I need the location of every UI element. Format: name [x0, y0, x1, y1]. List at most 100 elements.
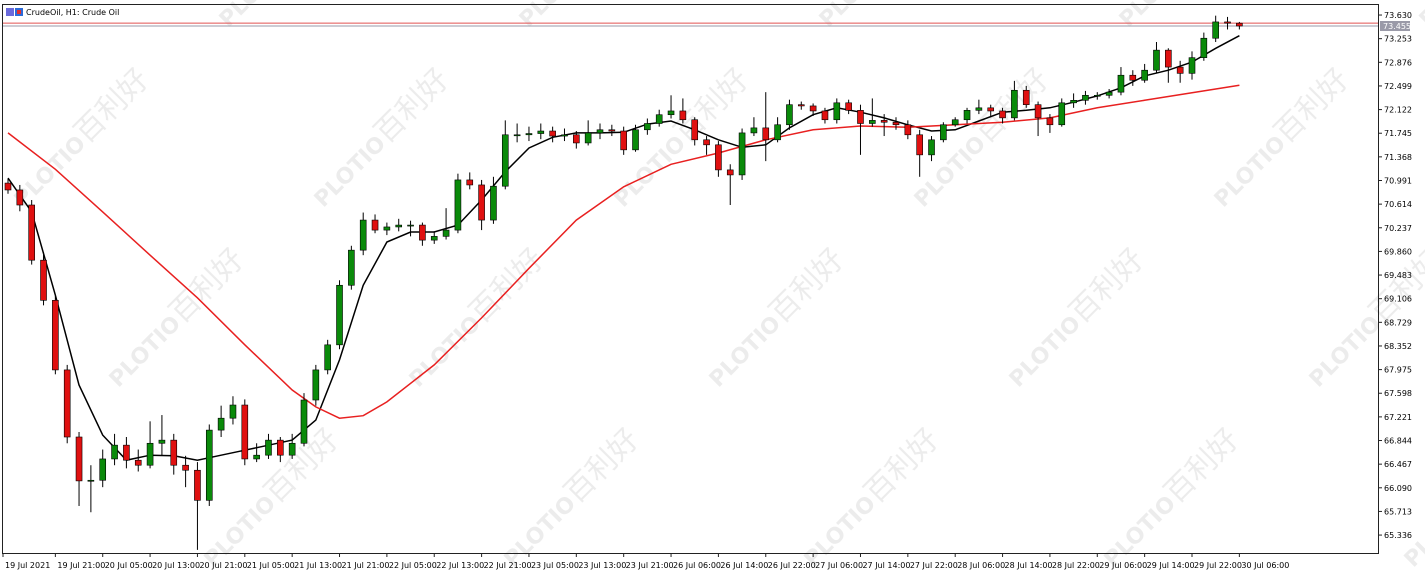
y-tick-label: 71.368	[1384, 153, 1412, 162]
candle-body	[383, 226, 391, 231]
candle-body	[1046, 117, 1054, 126]
chart-title: CrudeOil, H1: Crude Oil	[26, 8, 119, 17]
candle-body	[644, 123, 651, 131]
x-tick-label: 27 Jul 22:00	[910, 561, 958, 570]
candle-body	[490, 185, 497, 221]
candle-body	[1034, 104, 1042, 119]
x-tick-label: 21 Jul 21:00	[342, 561, 390, 570]
candle-body	[123, 444, 130, 461]
candle-body	[111, 444, 118, 460]
candle-body	[1236, 22, 1243, 27]
candle-body	[691, 119, 699, 141]
x-tick-label: 22 Jul 05:00	[389, 561, 437, 570]
candle-body	[430, 236, 438, 241]
candle-body	[395, 224, 403, 228]
candle-body	[774, 124, 781, 141]
candle-body	[478, 184, 485, 221]
candle-body	[537, 130, 545, 134]
candle-body	[1129, 74, 1137, 81]
candle-body	[419, 224, 426, 241]
x-tick-label: 28 Jul 14:00	[1005, 561, 1053, 570]
candle-body	[442, 229, 450, 237]
candle-body	[312, 369, 320, 401]
y-tick-label: 72.122	[1384, 106, 1412, 115]
x-tick-label: 29 Jul 06:00	[1099, 561, 1147, 570]
x-tick-label: 28 Jul 06:00	[957, 561, 1005, 570]
y-tick-label: 70.237	[1384, 224, 1412, 233]
y-tick-label: 70.614	[1384, 200, 1412, 209]
candle-body	[1200, 37, 1208, 58]
plot-frame	[2, 4, 1379, 554]
candle-body	[1105, 91, 1113, 96]
x-tick-label: 22 Jul 13:00	[436, 561, 484, 570]
candle-body	[265, 439, 272, 456]
x-tick-label: 20 Jul 13:00	[152, 561, 200, 570]
candle-body	[407, 224, 414, 227]
candle-body	[1093, 94, 1101, 97]
candle-body	[4, 182, 12, 191]
candle-body	[1117, 74, 1125, 93]
candle-body	[501, 134, 509, 187]
candle-body	[134, 459, 142, 466]
x-tick-label: 26 Jul 22:00	[768, 561, 816, 570]
x-tick-label: 23 Jul 13:00	[578, 561, 626, 570]
candle-body	[916, 134, 923, 156]
candle-body	[786, 104, 793, 126]
candle-body	[348, 249, 355, 286]
candle-body	[87, 479, 95, 482]
candle-body	[1082, 94, 1089, 101]
candle-body	[300, 399, 308, 444]
y-tick-label: 66.090	[1384, 484, 1412, 493]
y-tick-label: 70.991	[1384, 176, 1412, 185]
candle-body	[1011, 89, 1018, 119]
candle-body	[963, 110, 971, 121]
y-tick-label: 67.221	[1384, 413, 1412, 422]
candle-body	[596, 129, 604, 134]
candle-body	[288, 442, 296, 456]
candle-body	[28, 204, 35, 261]
candle-body	[1070, 100, 1077, 104]
candle-body	[904, 124, 912, 136]
candle-body	[217, 417, 225, 431]
y-tick-label: 68.352	[1384, 342, 1412, 351]
candle-body	[561, 134, 568, 137]
candle-body	[892, 121, 900, 126]
candle-body	[620, 130, 627, 151]
candle-body	[99, 458, 107, 481]
x-tick-label: 26 Jul 14:00	[720, 561, 768, 570]
candle-body	[182, 464, 189, 471]
candle-body	[975, 107, 983, 111]
y-tick-label: 67.598	[1384, 389, 1412, 398]
candle-body	[1212, 21, 1219, 39]
y-tick-label: 65.336	[1384, 531, 1412, 540]
x-tick-label: 28 Jul 22:00	[1052, 561, 1100, 570]
candle-body	[229, 404, 237, 419]
candle-body	[1188, 57, 1196, 74]
candle-body	[525, 133, 533, 136]
candle-body	[738, 132, 746, 176]
candle-body	[715, 144, 722, 171]
y-tick-label: 73.253	[1384, 35, 1412, 44]
x-tick-label: 19 Jul 2021	[5, 561, 50, 570]
y-tick-label: 67.975	[1384, 366, 1412, 375]
candle-body	[821, 110, 829, 121]
price-label-box	[1380, 21, 1410, 32]
candle-body	[324, 344, 331, 371]
y-tick-label: 65.713	[1384, 507, 1412, 516]
candle-body	[940, 124, 947, 141]
candle-body	[762, 127, 770, 141]
price-label: 73.455	[1383, 22, 1411, 31]
candle-body	[146, 442, 154, 466]
x-tick-label: 23 Jul 05:00	[531, 561, 579, 570]
candle-body	[1176, 66, 1184, 74]
candle-body	[359, 219, 367, 251]
y-tick-label: 69.106	[1384, 295, 1412, 304]
candle-body	[857, 110, 864, 124]
candle-body	[40, 259, 47, 301]
candle-body	[951, 119, 959, 126]
candle-body	[703, 139, 710, 146]
candle-body	[869, 120, 876, 124]
candle-body	[371, 219, 379, 231]
